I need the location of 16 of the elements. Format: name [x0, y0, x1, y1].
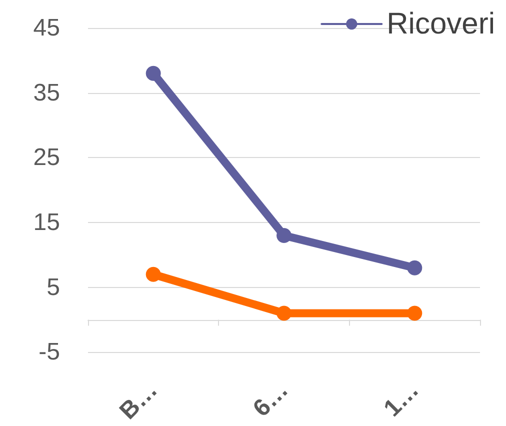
point [146, 266, 161, 282]
point [407, 260, 422, 276]
y-tick-label: 5 [46, 274, 60, 301]
point [146, 66, 161, 81]
x-tick-label: B… [114, 376, 163, 425]
y-tick-label: 45 [33, 14, 60, 42]
x-tick-label: 1… [378, 376, 424, 422]
point [276, 306, 292, 321]
legend-label: Ricoveri [386, 8, 496, 40]
y-tick-label: -5 [38, 338, 60, 366]
point [407, 306, 422, 321]
y-tick-label: 35 [33, 79, 60, 106]
point [276, 228, 292, 243]
y-tick-label: 25 [33, 144, 60, 172]
x-tick-label: 6… [248, 376, 294, 422]
y-tick-label: 15 [33, 209, 60, 236]
